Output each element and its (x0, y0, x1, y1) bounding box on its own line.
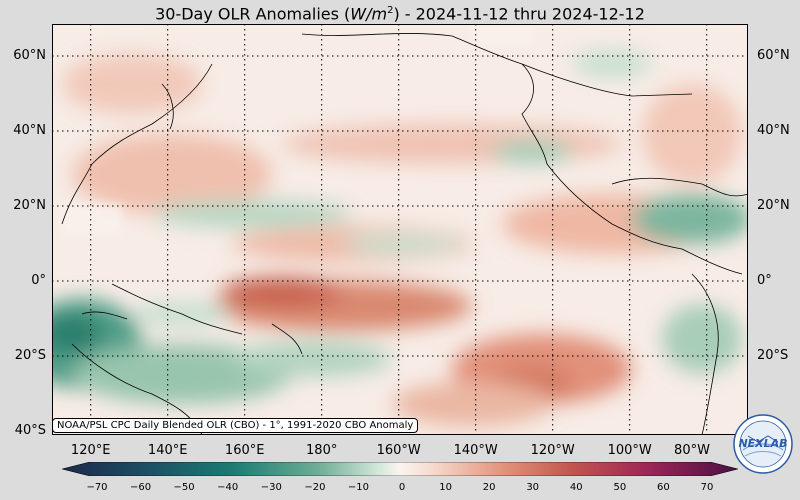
logo-text: NEXLAB (738, 437, 787, 450)
lon-label: 120°E (70, 443, 111, 458)
lat-label-left: 40°N (13, 123, 46, 138)
lat-label-right: 20°S (757, 348, 789, 363)
lat-label-left: 20°N (13, 198, 46, 213)
lat-label-left: 40°S (14, 423, 46, 438)
lat-label-right: 40°N (757, 123, 790, 138)
colorbar-tick: 60 (657, 482, 670, 493)
lon-label: 120°W (530, 443, 575, 458)
lat-label-right: 0° (757, 273, 772, 288)
lon-label: 100°W (607, 443, 652, 458)
data-source-credit: NOAA/PSL CPC Daily Blended OLR (CBO) - 1… (52, 418, 419, 433)
lat-label-left: 20°S (14, 348, 46, 363)
colorbar-tick: −50 (173, 482, 195, 493)
colorbar-tick: −20 (304, 482, 326, 493)
colorbar-tick: −30 (260, 482, 282, 493)
lat-label-right: 20°N (757, 198, 790, 213)
lon-label: 140°E (147, 443, 188, 458)
map-title: 30-Day OLR Anomalies (W/m2) - 2024-11-12… (0, 0, 800, 25)
colorbar-tick: −10 (347, 482, 369, 493)
title-unit: W/m (350, 4, 388, 24)
lat-label-left: 0° (31, 273, 46, 288)
title-prefix: 30-Day OLR Anomalies ( (155, 4, 351, 24)
lat-label-left: 60°N (13, 48, 46, 63)
colorbar-tick: 50 (613, 482, 627, 493)
colorbar-tick: −70 (86, 482, 108, 493)
olr-anomaly-map (52, 24, 748, 435)
colorbar (62, 462, 738, 476)
colorbar-tick: 0 (398, 482, 406, 493)
lon-label: 140°W (453, 443, 498, 458)
lon-label: 180° (306, 443, 338, 458)
colorbar-tick: 40 (569, 482, 583, 493)
title-suffix: ) - 2024-11-12 thru 2024-12-12 (393, 4, 645, 24)
colorbar-tick: −60 (130, 482, 152, 493)
lat-label-right: 60°N (757, 48, 790, 63)
lon-label: 160°E (224, 443, 265, 458)
colorbar-tick: 70 (700, 482, 714, 493)
lon-label: 160°W (376, 443, 421, 458)
colorbar-tick: −40 (217, 482, 239, 493)
colorbar-tick: 20 (482, 482, 496, 493)
colorbar-tick: 10 (439, 482, 452, 493)
lon-label: 80°W (674, 443, 710, 458)
title-exponent: 2 (387, 5, 394, 16)
nexlab-logo: NEXLAB (733, 414, 793, 474)
colorbar-tick: 30 (526, 482, 540, 493)
